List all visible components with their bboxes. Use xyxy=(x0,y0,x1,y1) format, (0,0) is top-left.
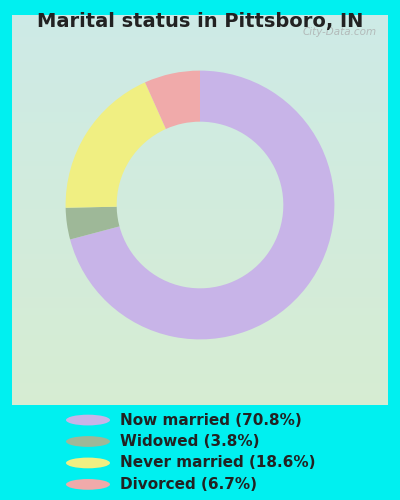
Text: Widowed (3.8%): Widowed (3.8%) xyxy=(120,434,260,449)
Wedge shape xyxy=(145,70,200,129)
Text: City-Data.com: City-Data.com xyxy=(302,26,377,36)
Circle shape xyxy=(66,458,110,468)
Circle shape xyxy=(66,414,110,426)
Text: Never married (18.6%): Never married (18.6%) xyxy=(120,456,316,470)
Wedge shape xyxy=(66,82,166,208)
Wedge shape xyxy=(66,206,120,240)
Text: Divorced (6.7%): Divorced (6.7%) xyxy=(120,477,257,492)
Circle shape xyxy=(66,436,110,447)
Text: Now married (70.8%): Now married (70.8%) xyxy=(120,412,302,428)
Wedge shape xyxy=(70,70,334,340)
Text: Marital status in Pittsboro, IN: Marital status in Pittsboro, IN xyxy=(37,12,363,32)
Circle shape xyxy=(66,479,110,490)
